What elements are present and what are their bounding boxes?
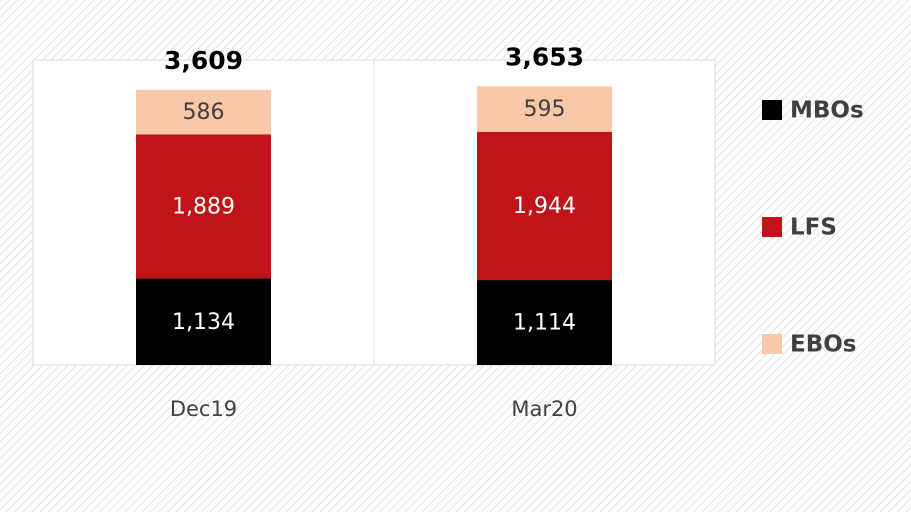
value-label: 1,889 <box>172 195 235 220</box>
value-label: 1,114 <box>513 311 576 336</box>
total-label: 3,609 <box>164 46 243 75</box>
value-label: 586 <box>183 100 225 125</box>
x-tick-label: Dec19 <box>170 397 237 421</box>
legend-swatch <box>762 334 782 354</box>
legend-label: MBOs <box>790 98 864 124</box>
bar-segment <box>136 278 271 365</box>
legend-swatch <box>762 100 782 120</box>
value-label: 1,134 <box>172 310 235 335</box>
x-tick-label: Mar20 <box>511 397 577 421</box>
legend-label: EBOs <box>790 332 856 358</box>
value-label: 1,944 <box>513 194 576 219</box>
legend-swatch <box>762 217 782 237</box>
bar-segment <box>136 89 271 135</box>
total-label: 3,653 <box>505 42 584 71</box>
bar-segment <box>136 134 271 279</box>
bar-segment <box>477 86 612 132</box>
bar-segment <box>477 280 612 365</box>
bar-segment <box>477 131 612 281</box>
legend-label: LFS <box>790 215 837 241</box>
value-label: 595 <box>524 97 566 122</box>
